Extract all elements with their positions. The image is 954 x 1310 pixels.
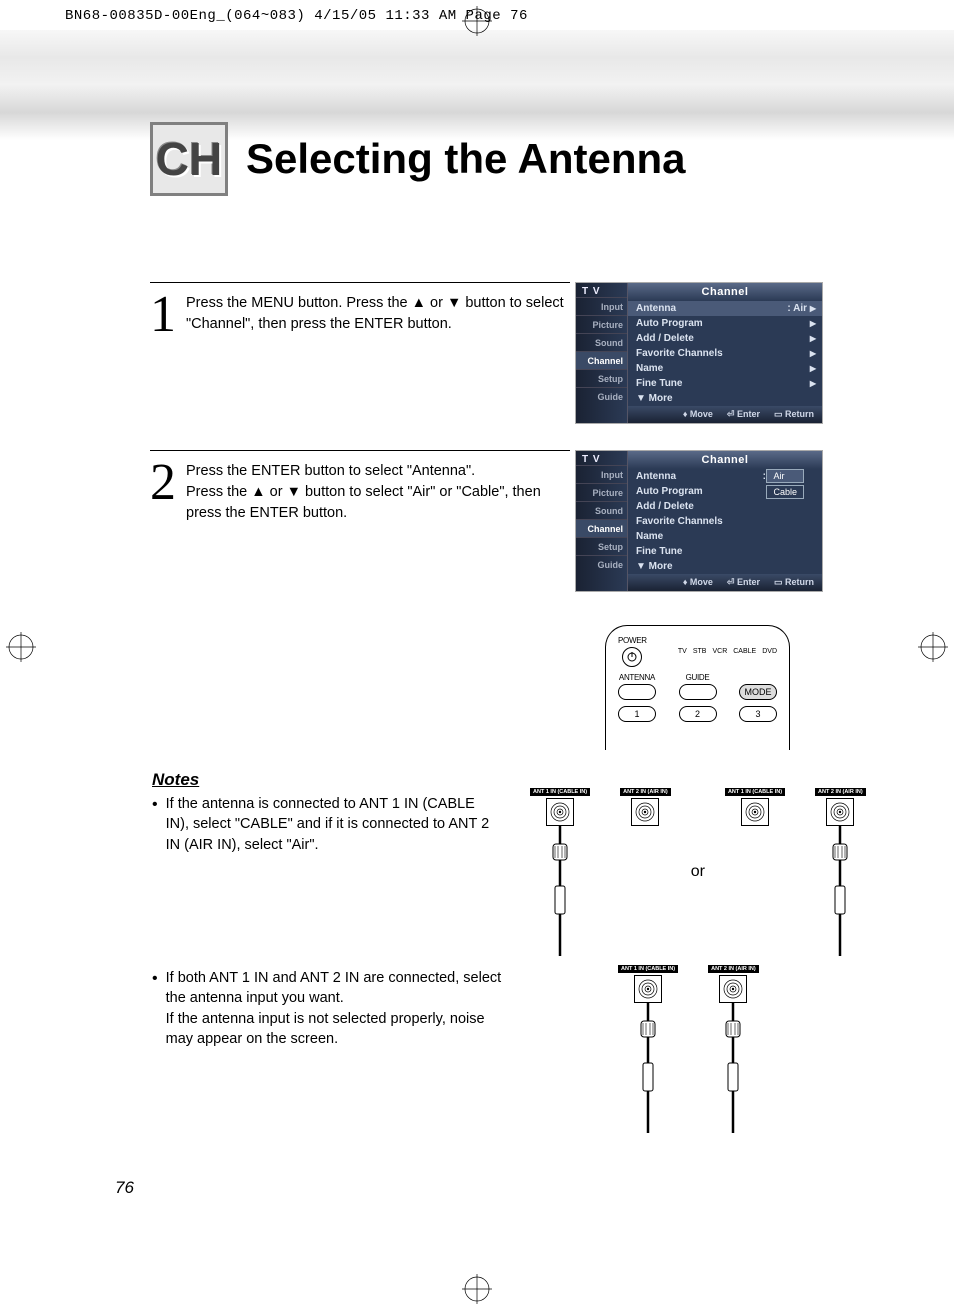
osd-tv-tag: T V (576, 283, 627, 297)
antenna-diagram-top: ANT 1 IN (CABLE IN)ANT 2 IN (AIR IN) or … (530, 788, 866, 956)
osd-tab-channel: Channel (576, 519, 627, 537)
antenna-connector: ANT 2 IN (AIR IN) (620, 788, 671, 956)
osd-screenshot-1: T V InputPictureSoundChannelSetupGuide C… (575, 282, 823, 424)
antenna-connector: ANT 1 IN (CABLE IN) (725, 788, 785, 956)
osd-menu-row: Name (628, 529, 822, 544)
osd-sidebar: T V InputPictureSoundChannelSetupGuide (576, 283, 628, 423)
osd-menu-row: Add / Delete (628, 499, 822, 514)
ch-badge-text: CH (156, 132, 222, 186)
osd-menu-row: ▼ More (628, 391, 822, 406)
antenna-connector: ANT 1 IN (CABLE IN) (530, 788, 590, 956)
osd-tab-setup: Setup (576, 369, 627, 387)
osd-menu-row: Fine Tune (628, 544, 822, 559)
power-icon (622, 647, 642, 667)
osd-menu-row: Name▶ (628, 361, 822, 376)
crop-mark-icon (462, 6, 492, 36)
crop-mark-icon (462, 1274, 492, 1304)
osd-move-hint: ♦ Move (683, 577, 713, 588)
notes-section: Notes If the antenna is connected to ANT… (152, 770, 502, 863)
note-item: If both ANT 1 IN and ANT 2 IN are connec… (166, 968, 512, 1049)
remote-diagram: POWER TVSTBVCRCABLEDVD ANTENNA GUIDE MOD… (605, 625, 790, 750)
crop-mark-icon (918, 632, 948, 662)
osd-screenshot-2: T V InputPictureSoundChannelSetupGuide C… (575, 450, 823, 592)
osd-title: Channel (628, 283, 822, 301)
osd-menu-row: Antenna: Air ▶ (628, 301, 822, 316)
remote-antenna-button (618, 684, 656, 700)
osd-tab-setup: Setup (576, 537, 627, 555)
page-title: Selecting the Antenna (246, 135, 686, 183)
note-item: If the antenna is connected to ANT 1 IN … (166, 794, 502, 855)
osd-menu-row: Auto Program▶ (628, 316, 822, 331)
osd-option-cable: Cable (766, 485, 804, 499)
osd-tab-picture: Picture (576, 483, 627, 501)
osd-tab-guide: Guide (576, 387, 627, 405)
antenna-connector: ANT 2 IN (AIR IN) (815, 788, 866, 956)
osd-return-hint: ▭ Return (774, 409, 814, 420)
remote-guide-button (679, 684, 717, 700)
remote-num-2: 2 (679, 706, 717, 722)
step-1: 1 Press the MENU button. Press the ▲ or … (150, 282, 570, 341)
osd-menu-row: Favorite Channels (628, 514, 822, 529)
notes-section-2: If both ANT 1 IN and ANT 2 IN are connec… (152, 968, 512, 1057)
remote-mode-labels: TVSTBVCRCABLEDVD (678, 648, 777, 655)
page-number: 76 (115, 1178, 134, 1198)
antenna-connector: ANT 1 IN (CABLE IN) (618, 965, 678, 1133)
osd-tab-sound: Sound (576, 333, 627, 351)
osd-tab-guide: Guide (576, 555, 627, 573)
title-row: CH Selecting the Antenna (150, 122, 686, 196)
osd-menu-row: Add / Delete▶ (628, 331, 822, 346)
step-text: Press the MENU button. Press the ▲ or ▼ … (186, 289, 570, 341)
remote-guide-label: GUIDE (686, 673, 710, 682)
remote-num-1: 1 (618, 706, 656, 722)
remote-power-label: POWER (618, 636, 647, 645)
osd-return-hint: ▭ Return (774, 577, 814, 588)
osd-enter-hint: ⏎ Enter (727, 577, 760, 588)
osd-move-hint: ♦ Move (683, 409, 713, 420)
osd-popup-options: Air Cable (766, 469, 804, 499)
step-text: Press the ENTER button to select "Antenn… (186, 457, 570, 524)
step-number: 1 (150, 289, 176, 341)
notes-heading: Notes (152, 770, 502, 790)
osd-tab-sound: Sound (576, 501, 627, 519)
osd-title: Channel (628, 451, 822, 469)
step-2: 2 Press the ENTER button to select "Ante… (150, 450, 570, 524)
osd-option-air: Air (766, 469, 804, 483)
ch-badge: CH (150, 122, 228, 196)
or-text: or (691, 863, 705, 881)
osd-tab-input: Input (576, 297, 627, 315)
osd-tab-input: Input (576, 465, 627, 483)
osd-footer: ♦ Move ⏎ Enter ▭ Return (628, 406, 822, 423)
osd-menu-row: ▼ More (628, 559, 822, 574)
remote-mode-button: MODE (739, 684, 777, 700)
osd-enter-hint: ⏎ Enter (727, 409, 760, 420)
osd-sidebar: T V InputPictureSoundChannelSetupGuide (576, 451, 628, 591)
remote-num-3: 3 (739, 706, 777, 722)
step-number: 2 (150, 457, 176, 524)
antenna-connector: ANT 2 IN (AIR IN) (708, 965, 759, 1133)
osd-menu-row: Fine Tune▶ (628, 376, 822, 391)
crop-mark-icon (6, 632, 36, 662)
remote-antenna-label: ANTENNA (619, 673, 655, 682)
osd-tab-channel: Channel (576, 351, 627, 369)
osd-tab-picture: Picture (576, 315, 627, 333)
antenna-diagram-bottom: ANT 1 IN (CABLE IN) ANT 2 IN (AIR IN) (618, 965, 759, 1133)
print-job-header: BN68-00835D-00Eng_(064~083) 4/15/05 11:3… (65, 8, 528, 24)
osd-tv-tag: T V (576, 451, 627, 465)
osd-menu-row: Favorite Channels▶ (628, 346, 822, 361)
osd-footer: ♦ Move ⏎ Enter ▭ Return (628, 574, 822, 591)
